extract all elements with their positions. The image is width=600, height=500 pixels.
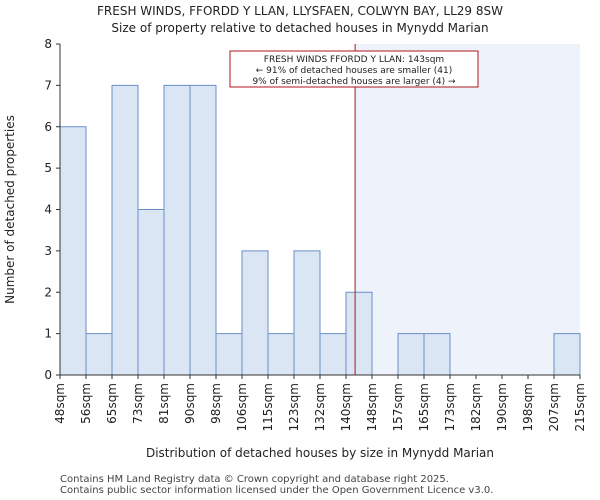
y-tick-label: 5 <box>44 161 52 175</box>
bar-56sqm <box>85 333 113 376</box>
y-tick-label: 1 <box>44 327 52 341</box>
bar-123sqm <box>293 250 321 376</box>
x-tick-label: 115sqm <box>261 383 275 431</box>
x-tick-label: 90sqm <box>183 383 197 424</box>
x-tick-label: 73sqm <box>131 383 145 424</box>
bar-81sqm <box>163 84 191 376</box>
bar-140sqm <box>345 291 373 376</box>
x-tick-label: 48sqm <box>53 383 67 424</box>
bar-165sqm <box>423 333 451 376</box>
bar-157sqm <box>397 333 425 376</box>
y-tick-label: 4 <box>44 203 52 217</box>
annotation-line-2: ← 91% of detached houses are smaller (41… <box>256 66 453 76</box>
x-tick-label: 207sqm <box>547 383 561 431</box>
footer-licence: Contains public sector information licen… <box>60 485 494 496</box>
x-tick-label: 81sqm <box>157 383 171 424</box>
chart-subtitle: Size of property relative to detached ho… <box>111 21 489 35</box>
chart-title: FRESH WINDS, FFORDD Y LLAN, LLYSFAEN, CO… <box>97 4 503 18</box>
x-tick-label: 165sqm <box>417 383 431 431</box>
annotation-line-1: FRESH WINDS FFORDD Y LLAN: 143sqm <box>264 55 444 65</box>
x-tick-label: 98sqm <box>209 383 223 424</box>
x-tick-label: 148sqm <box>365 383 379 431</box>
x-tick-label: 106sqm <box>235 383 249 431</box>
x-tick-label: 190sqm <box>495 383 509 431</box>
x-tick-label: 65sqm <box>105 383 119 424</box>
bar-115sqm <box>267 333 295 376</box>
x-tick-label: 157sqm <box>391 383 405 431</box>
annotation-box: FRESH WINDS FFORDD Y LLAN: 143sqm ← 91% … <box>229 50 479 88</box>
x-tick-label: 140sqm <box>339 383 353 431</box>
y-tick-label: 3 <box>44 244 52 258</box>
x-tick-label: 182sqm <box>469 383 483 431</box>
footer-copyright: Contains HM Land Registry data © Crown c… <box>60 474 449 485</box>
x-tick-label: 198sqm <box>521 383 535 431</box>
y-axis-label: Number of detached properties <box>3 115 17 304</box>
bar-73sqm <box>137 209 165 376</box>
bar-132sqm <box>319 333 347 376</box>
bar-106sqm <box>241 250 269 376</box>
y-tick-label: 2 <box>44 285 52 299</box>
bar-98sqm <box>215 333 243 376</box>
x-tick-label: 215sqm <box>573 383 587 431</box>
x-tick-label: 173sqm <box>443 383 457 431</box>
larger-region-shade <box>355 44 580 375</box>
bar-48sqm <box>59 126 87 376</box>
x-axis-label: Distribution of detached houses by size … <box>146 446 494 460</box>
annotation-line-3: 9% of semi-detached houses are larger (4… <box>252 77 456 87</box>
bar-207sqm <box>553 333 581 376</box>
y-tick-label: 8 <box>44 37 52 51</box>
histogram-chart: 0 1 2 3 4 5 6 7 8 48sqm 56sqm 65sqm 73sqm 81sqm 90sqm… <box>3 37 587 460</box>
y-tick-label: 6 <box>44 120 52 134</box>
y-tick-label: 7 <box>44 78 52 92</box>
x-tick-label: 56sqm <box>79 383 93 424</box>
bar-90sqm <box>189 84 217 376</box>
y-tick-label: 0 <box>44 368 52 382</box>
x-tick-label: 132sqm <box>313 383 327 431</box>
x-tick-label: 123sqm <box>287 383 301 431</box>
bar-65sqm <box>111 84 139 376</box>
